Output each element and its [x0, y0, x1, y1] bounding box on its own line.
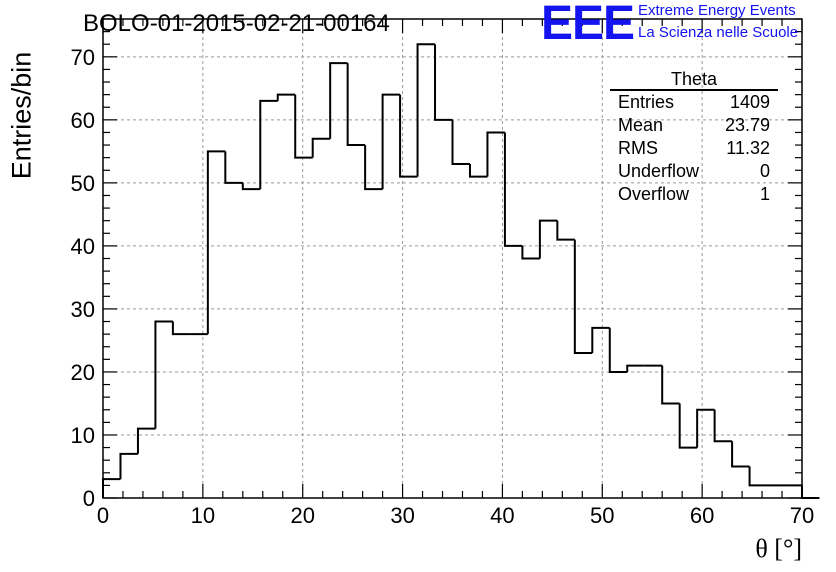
histogram-bin — [311, 137, 331, 158]
stats-title: Theta — [610, 70, 778, 91]
stats-value: 1409 — [729, 92, 770, 112]
x-tick-label: 70 — [790, 503, 814, 528]
stats-label: Overflow — [618, 184, 690, 204]
histogram-bin — [486, 131, 505, 177]
stats-value: 11.32 — [726, 138, 770, 158]
histogram-bin — [136, 427, 156, 454]
y-axis-label-wrap: Entries/bin — [6, 40, 40, 190]
histogram-bin — [206, 150, 226, 335]
histogram-bin — [731, 441, 750, 468]
stats-value: 23.79 — [724, 115, 770, 135]
histogram-bin — [102, 478, 121, 498]
histogram-bin — [556, 220, 575, 241]
y-tick-label: 30 — [71, 297, 95, 322]
stats-row-entries: Entries 1409 — [610, 91, 778, 114]
histogram-bin — [346, 63, 366, 147]
stats-row-underflow: Underflow 0 — [610, 160, 778, 183]
eee-logo: EEE — [541, 0, 635, 50]
stats-row-mean: Mean 23.79 — [610, 114, 778, 137]
y-tick-label: 60 — [71, 108, 95, 133]
histogram-bin — [521, 245, 540, 260]
stats-box: Theta Entries 1409 Mean 23.79 RMS 11.32 … — [610, 70, 778, 206]
logo-line-2: La Scienza nelle Scuole — [638, 24, 799, 41]
y-axis-label: Entries/bin — [6, 51, 37, 180]
x-axis: 0 10 20 30 40 50 60 70 — [97, 19, 814, 528]
histogram-bin — [661, 365, 680, 405]
histogram-bin — [503, 132, 523, 247]
y-tick-label: 20 — [71, 360, 95, 385]
x-tick-label: 60 — [690, 503, 714, 528]
histogram-bin — [416, 43, 436, 177]
histogram-bin — [468, 163, 488, 178]
histogram-bin — [381, 93, 401, 190]
histogram-bin — [364, 145, 383, 191]
stats-value: 1 — [759, 184, 770, 204]
y-tick-label: 50 — [71, 171, 95, 196]
histogram-bin — [748, 466, 768, 487]
grid-lines — [103, 19, 802, 498]
histogram-bin — [329, 62, 348, 139]
histogram-bin — [294, 94, 313, 159]
stats-label: Entries — [618, 92, 675, 112]
histogram-bin — [451, 119, 470, 165]
histogram-bin — [713, 409, 733, 443]
x-tick-label: 20 — [290, 503, 314, 528]
x-tick-label: 30 — [390, 503, 414, 528]
histogram-bin — [399, 94, 418, 178]
histogram-bin — [276, 93, 296, 101]
histogram-bin — [171, 321, 191, 336]
stats-label: Mean — [618, 115, 664, 135]
y-tick-label: 10 — [71, 423, 95, 448]
x-tick-label: 10 — [191, 503, 215, 528]
stats-row-rms: RMS 11.32 — [610, 137, 778, 160]
y-tick-label: 0 — [83, 486, 95, 511]
stats-row-overflow: Overflow 1 — [610, 183, 778, 206]
stats-label: RMS — [618, 138, 658, 158]
x-axis-label: θ [°] — [755, 534, 802, 563]
histogram-bin — [608, 327, 628, 373]
histogram-bin — [626, 364, 645, 372]
y-tick-label: 40 — [71, 234, 95, 259]
histogram-bin — [538, 219, 558, 259]
histogram-bin — [241, 182, 261, 191]
x-tick-label: 0 — [97, 503, 109, 528]
histogram-bin — [224, 151, 243, 184]
histogram-bin — [678, 403, 698, 449]
histogram-bin — [801, 485, 820, 499]
histogram-bin — [154, 320, 173, 429]
histogram-bin — [119, 452, 138, 480]
histogram-bin — [591, 326, 610, 354]
histogram-bin — [434, 44, 453, 121]
x-tick-label: 50 — [590, 503, 614, 528]
stats-label: Underflow — [618, 161, 700, 181]
histogram-bin — [696, 408, 715, 448]
histogram-bin — [573, 239, 593, 355]
y-tick-label: 70 — [71, 45, 95, 70]
logo-line-1: Extreme Energy Events — [638, 2, 796, 19]
histogram-series — [102, 43, 820, 499]
x-tick-label: 40 — [490, 503, 514, 528]
stats-value: 0 — [759, 161, 770, 181]
histogram-bin — [259, 99, 278, 190]
chart-title: BOLO-01-2015-02-21-00164 — [83, 10, 390, 37]
